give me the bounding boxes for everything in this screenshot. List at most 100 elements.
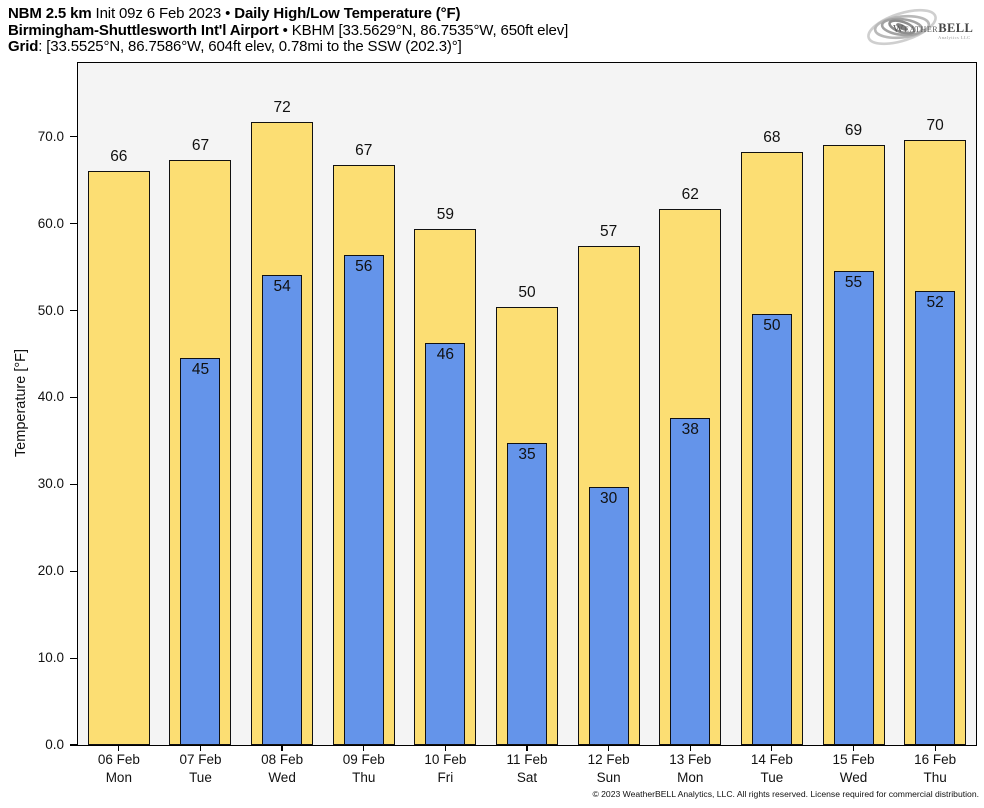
x-tick-date: 07 Feb — [179, 752, 222, 767]
x-axis-tick — [363, 746, 365, 752]
x-axis-tick — [852, 746, 855, 752]
grid-label: Grid — [8, 38, 39, 55]
x-axis-tick — [608, 746, 610, 752]
x-tick-weekday: Tue — [760, 769, 784, 785]
logo-text-weather: Weather — [893, 23, 938, 35]
x-tick-date: 08 Feb — [261, 752, 304, 767]
y-axis-tick — [70, 396, 78, 399]
x-axis-tick-label: 13 Feb Mon — [649, 751, 731, 786]
x-axis-tick-label: 10 Feb Fri — [404, 751, 486, 786]
x-axis-tick-label: 14 Feb Tue — [731, 751, 813, 786]
x-axis-tick — [689, 746, 691, 752]
y-axis-tick-label: 30.0 — [37, 476, 64, 492]
x-tick-date: 09 Feb — [342, 752, 385, 767]
low-bar — [670, 418, 711, 745]
hurricane-swirl-icon — [867, 8, 937, 46]
logo-text: WeatherBELL — [893, 21, 973, 35]
station-coords: • KBHM [33.5629°N, 86.7535°W, 650ft elev… — [278, 21, 569, 39]
x-axis-tick-label: 06 Feb Mon — [78, 751, 160, 786]
low-value-label: 38 — [681, 421, 699, 439]
x-axis-tick-label: 16 Feb Thu — [894, 751, 976, 786]
low-bar — [915, 290, 956, 745]
x-axis-tick — [444, 746, 446, 752]
y-axis-tick — [70, 223, 78, 225]
high-value-label: 67 — [355, 141, 373, 159]
low-value-label: 50 — [763, 317, 781, 335]
low-bar — [425, 342, 466, 745]
model-name: NBM 2.5 km — [8, 5, 92, 22]
low-bar — [262, 275, 303, 745]
x-tick-date: 12 Feb — [587, 752, 630, 767]
low-value-label: 35 — [518, 445, 536, 463]
x-tick-weekday: Wed — [268, 769, 296, 785]
low-value-label: 54 — [273, 278, 291, 295]
high-value-label: 59 — [436, 205, 454, 223]
x-axis-tick — [934, 746, 936, 752]
chart-title: Daily High/Low Temperature (°F) — [234, 5, 461, 22]
x-axis-tick — [281, 746, 283, 752]
x-tick-date: 13 Feb — [669, 752, 712, 767]
y-axis-tick — [70, 657, 78, 659]
x-tick-weekday: Mon — [677, 769, 704, 785]
y-axis-tick-label: 60.0 — [37, 215, 64, 231]
y-axis-tick — [70, 483, 78, 485]
x-tick-weekday: Tue — [189, 769, 212, 785]
grid-coords: : [33.5525°N, 86.7586°W, 604ft elev, 0.7… — [38, 38, 462, 55]
y-axis-tick-label: 10.0 — [37, 650, 64, 666]
low-value-label: 30 — [600, 489, 618, 507]
x-tick-weekday: Mon — [105, 769, 132, 785]
x-tick-weekday: Sat — [516, 769, 538, 785]
chart-header: NBM 2.5 km Init 09z 6 Feb 2023 • Daily H… — [8, 5, 569, 56]
x-axis-tick-label: 07 Feb Tue — [159, 751, 241, 786]
plot-area: 0.0 10.0 20.0 30.0 40.0 50.0 60.0 70.0 66 06 Feb M… — [38, 62, 977, 785]
high-value-label: 68 — [763, 128, 781, 146]
y-axis-tick-label: 70.0 — [37, 128, 64, 144]
high-value-label: 67 — [191, 137, 210, 155]
header-line-2: Birmingham-Shuttlesworth Int'l Airport •… — [8, 21, 569, 40]
x-tick-date: 16 Feb — [914, 752, 957, 767]
x-axis-tick — [199, 746, 202, 752]
high-value-label: 70 — [926, 117, 944, 135]
x-axis-tick — [526, 746, 528, 752]
high-value-label: 69 — [844, 121, 863, 139]
copyright-footer: © 2023 WeatherBELL Analytics, LLC. All r… — [592, 789, 979, 799]
high-bar — [87, 170, 150, 745]
low-value-label: 52 — [926, 293, 944, 311]
x-tick-date: 15 Feb — [832, 752, 875, 767]
x-axis-tick-label: 08 Feb Wed — [241, 751, 323, 786]
x-tick-date: 11 Feb — [506, 752, 548, 767]
y-axis-tick — [70, 310, 78, 312]
x-axis-tick — [771, 746, 773, 752]
high-value-label: 66 — [110, 147, 128, 165]
logo-text-analytics: Analytics LLC — [938, 35, 971, 40]
x-axis-tick — [118, 746, 120, 752]
low-value-label: 45 — [191, 360, 210, 378]
weatherbell-logo: WeatherBELL Analytics LLC — [867, 8, 973, 46]
high-value-label: 72 — [273, 99, 291, 117]
low-value-label: 56 — [355, 258, 373, 276]
y-axis-tick-label: 40.0 — [37, 389, 64, 405]
high-value-label: 57 — [600, 223, 618, 241]
y-axis-tick — [70, 136, 78, 138]
x-tick-weekday: Sun — [596, 769, 621, 785]
x-tick-date: 10 Feb — [424, 752, 467, 767]
high-value-label: 62 — [681, 185, 699, 203]
low-bar — [180, 357, 221, 745]
header-line-1: NBM 2.5 km Init 09z 6 Feb 2023 • Daily H… — [8, 5, 568, 23]
low-bar — [751, 314, 792, 745]
low-bar — [833, 270, 874, 745]
x-axis-tick-label: 11 Feb Sat — [486, 751, 568, 786]
x-axis-tick-label: 09 Feb Thu — [323, 751, 405, 786]
low-bar — [507, 442, 547, 745]
x-tick-weekday: Wed — [839, 769, 868, 785]
x-tick-date: 14 Feb — [750, 752, 793, 767]
header-line-3: Grid: [33.5525°N, 86.7586°W, 604ft elev,… — [8, 38, 568, 56]
y-axis-tick-label: 50.0 — [37, 302, 64, 318]
x-tick-weekday: Thu — [923, 769, 947, 785]
logo-text-bell: BELL — [938, 21, 973, 35]
y-axis-tick — [70, 744, 78, 746]
low-bar — [343, 255, 384, 745]
x-tick-weekday: Thu — [352, 769, 376, 785]
init-time: Init 09z 6 Feb 2023 • — [91, 5, 235, 22]
